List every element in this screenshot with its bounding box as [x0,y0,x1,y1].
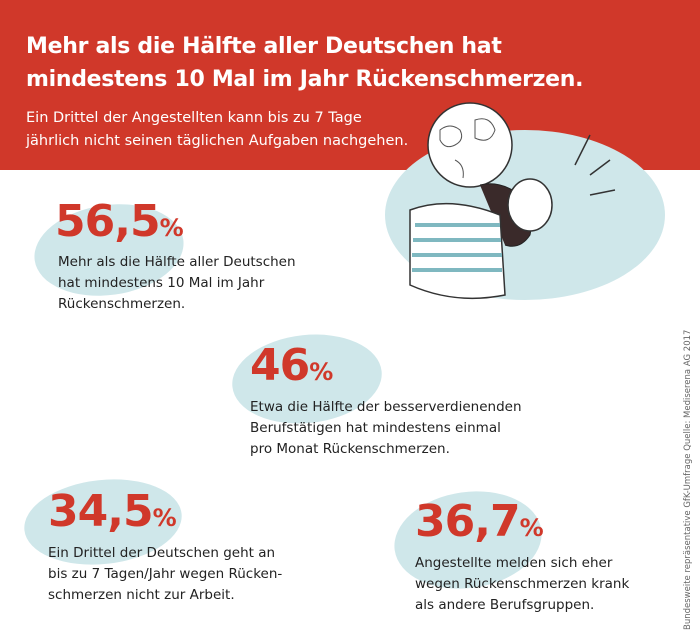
percent-sign: % [309,358,333,386]
stat-description: Mehr als die Hälfte aller Deutschen hat … [58,252,296,315]
title-line: Mehr als die Hälfte aller Deutschen hat [26,34,502,59]
percent-sign: % [159,214,184,242]
stat-line: Etwa die Hälfte der besserverdienenden [250,399,522,415]
stat-description: Angestellte melden sich eher wegen Rücke… [415,553,629,616]
stat-line: Mehr als die Hälfte aller Deutschen [58,254,296,270]
subtitle-line: jährlich nicht seinen täglichen Aufgaben… [26,133,409,149]
source-note: Bundesweite repräsentative GfK-Umfrage Q… [683,329,693,630]
stat-description: Etwa die Hälfte der besserverdienenden B… [250,397,522,460]
stat-description: Ein Drittel der Deutschen geht an bis zu… [48,543,282,606]
stat-value: 36,7% [415,496,544,552]
stat-number: 36,7 [415,496,521,547]
stat-line: Rückenschmerzen. [58,296,186,312]
header-banner: Mehr als die Hälfte aller Deutschen hat … [0,0,700,170]
stat-value: 34,5% [48,486,177,542]
stat-line: pro Monat Rückenschmerzen. [250,441,450,457]
stat-number: 56,5 [55,196,161,247]
stat-line: wegen Rückenschmerzen krank [415,576,630,592]
woman-carrying-globe-icon [385,102,665,300]
percent-sign: % [519,514,544,542]
subtitle: Ein Drittel der Angestellten kann bis zu… [26,107,408,153]
stat-value: 56,5% [55,196,184,252]
stat-line: Ein Drittel der Deutschen geht an [48,545,276,561]
stat-line: Angestellte melden sich eher [415,555,613,571]
stat-line: hat mindestens 10 Mal im Jahr [58,275,265,291]
stat-number: 34,5 [48,486,154,537]
title-line: mindestens 10 Mal im Jahr Rückenschmerze… [26,67,584,92]
subtitle-line: Ein Drittel der Angestellten kann bis zu… [26,110,362,126]
stat-line: Berufstätigen hat mindestens einmal [250,420,501,436]
stat-value: 46% [250,340,333,396]
stat-line: bis zu 7 Tagen/Jahr wegen Rücken- [48,566,283,582]
stat-line: als andere Berufsgruppen. [415,597,595,613]
stat-line: schmerzen nicht zur Arbeit. [48,587,235,603]
percent-sign: % [152,504,177,532]
page-title: Mehr als die Hälfte aller Deutschen hat … [26,30,584,96]
stat-number: 46 [250,340,310,391]
